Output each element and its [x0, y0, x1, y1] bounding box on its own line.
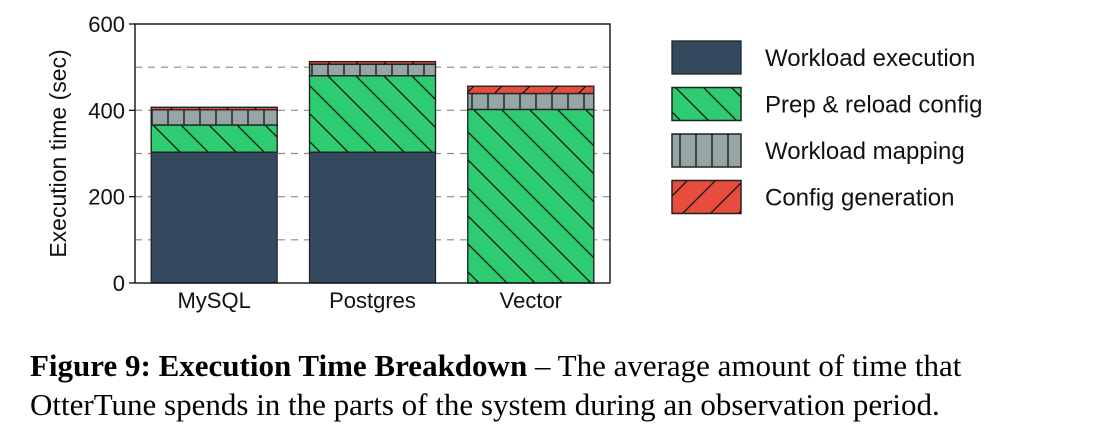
execution-time-chart: MySQL Postgres Vector 0 200 400 600 Execution t…	[45, 12, 982, 313]
y-tick-label: 200	[88, 185, 125, 210]
plot-frame	[134, 23, 611, 284]
legend-label: Workload execution	[765, 45, 975, 72]
legend: Workload execution Prep & reload config Wo…	[671, 40, 982, 215]
bar-hatch-mysql-prep-reload-config	[150, 124, 278, 153]
figure-caption: Figure 9: Execution Time Breakdown – The…	[30, 346, 1080, 424]
legend-hatch-config-generation	[671, 179, 742, 215]
bar-hatch-vector-config-generation	[467, 85, 595, 95]
bar-mysql-workload-execution	[150, 151, 278, 284]
bar-postgres-workload-execution	[308, 151, 437, 284]
x-tick-label: MySQL	[177, 288, 250, 313]
y-tick-label: 0	[113, 271, 125, 296]
bars	[150, 60, 595, 284]
bar-hatch-postgres-config-generation	[308, 60, 437, 65]
bar-hatch-postgres-workload-mapping	[308, 63, 437, 77]
legend-label: Workload mapping	[765, 138, 965, 165]
bar-hatch-vector-prep-reload-config	[467, 108, 595, 284]
y-tick-label: 600	[88, 12, 125, 37]
legend-hatch-prep-reload-config	[671, 86, 742, 122]
axes: MySQL Postgres Vector 0 200 400 600 Execution t…	[45, 12, 611, 313]
legend-hatch-workload-mapping	[671, 133, 742, 168]
bar-hatch-postgres-prep-reload-config	[308, 75, 437, 153]
y-axis-label: Execution time (sec)	[45, 49, 71, 257]
x-tick-label: Vector	[500, 288, 562, 313]
bar-hatch-mysql-workload-mapping	[150, 109, 278, 126]
legend-swatch-workload-execution	[671, 40, 742, 75]
x-tick-label: Postgres	[329, 288, 416, 313]
caption-label: Figure 9: Execution Time Breakdown	[30, 348, 528, 383]
y-tick-label: 400	[88, 98, 125, 123]
bar-hatch-mysql-config-generation	[150, 106, 278, 111]
legend-label: Config generation	[765, 185, 954, 212]
legend-label: Prep & reload config	[765, 92, 982, 119]
bar-hatch-vector-workload-mapping	[467, 92, 595, 111]
caption-text: – The average amount of time that OtterT…	[30, 348, 962, 422]
